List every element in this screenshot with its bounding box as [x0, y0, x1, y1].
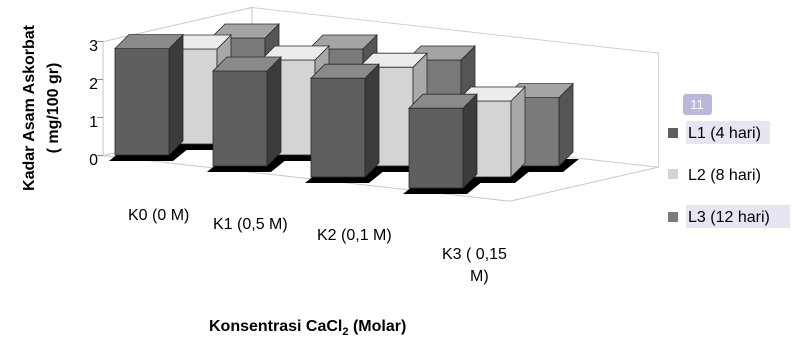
x-category-label: K2 (0,1 M) [317, 227, 392, 244]
bar-front-face [114, 48, 170, 156]
legend-badge [683, 94, 712, 115]
bar-side-face [168, 33, 184, 156]
bar-top-face [358, 52, 428, 68]
bar-l1 [305, 63, 385, 183]
x-category-label: K3 ( 0,15 [442, 246, 507, 263]
x-category-label-continuation: M) [470, 268, 489, 285]
bar-top-face [260, 45, 330, 61]
bar-top-face [408, 93, 478, 109]
bar-l1 [403, 93, 483, 194]
legend-label-l1: L1 (4 hari) [688, 125, 761, 142]
y-axis-title: Kadar Asam Askorbat [21, 24, 38, 191]
x-axis-title: Konsentrasi CaCl2 (Molar) [209, 318, 406, 338]
y-tick-label: 3 [89, 38, 98, 55]
legend-swatch-l3 [668, 212, 678, 222]
y-tick-label: 1 [89, 114, 98, 131]
legend-label-l2: L2 (8 hari) [688, 167, 761, 184]
bar-front-face [310, 77, 366, 178]
bar-side-face [462, 93, 478, 189]
chart-bars [109, 23, 579, 194]
legend-label-highlight [686, 121, 770, 144]
y-axis-title-unit: ( mg/100 gr) [45, 63, 62, 154]
bar-l1 [109, 33, 189, 161]
legend-label-l3: L3 (12 hari) [688, 209, 770, 226]
bar-top-face [210, 23, 280, 39]
bar-front-face [408, 107, 464, 189]
bar-top-face [310, 63, 380, 79]
y-tick-label: 2 [89, 76, 98, 93]
legend-badge-label: 11 [690, 97, 704, 112]
legend-swatch-l2 [668, 169, 678, 179]
x-category-label: K1 (0,5 M) [213, 216, 288, 233]
bar-side-face [364, 63, 380, 178]
bar-side-face [510, 86, 526, 178]
x-axis-title-subscript: 2 [342, 326, 348, 338]
bar-top-face [212, 56, 282, 72]
y-tick-label: 0 [89, 152, 98, 169]
bar-side-face [266, 56, 282, 167]
x-category-label: K0 (0 M) [128, 207, 189, 224]
bar-top-face [308, 34, 378, 50]
bar-front-face [212, 70, 268, 167]
bar-l1 [207, 56, 287, 172]
legend-swatch-l1 [668, 128, 678, 138]
legend: 11 L1 (4 hari) L2 (8 hari) L3 (12 hari) [668, 94, 790, 228]
legend-label-highlight [686, 205, 790, 228]
bar-top-face [114, 34, 184, 49]
